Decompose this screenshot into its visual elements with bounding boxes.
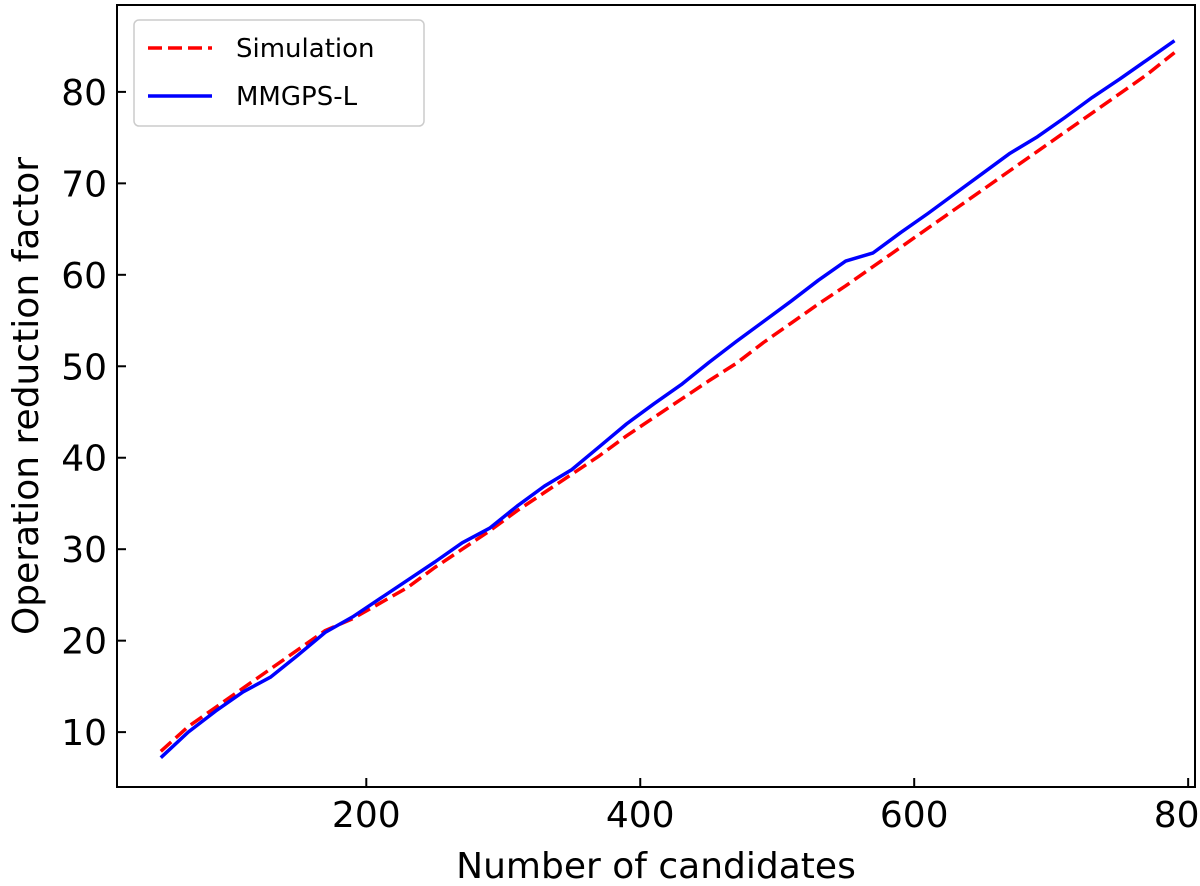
x-axis-title: Number of candidates (456, 846, 856, 886)
y-axis-ticks: 10 20 30 40 50 60 70 80 (61, 73, 126, 754)
plot-frame (116, 4, 1196, 788)
y-tick-label: 40 (61, 439, 107, 480)
legend: Simulation MMGPS-L (133, 19, 425, 127)
y-axis-title: Operation reduction factor (6, 157, 47, 635)
y-tick-label: 70 (61, 164, 107, 205)
x-axis-ticks: 200 400 600 800 (332, 778, 1200, 836)
x-tick-label: 600 (880, 795, 949, 836)
x-tick-label: 200 (332, 795, 401, 836)
x-tick-label: 800 (1154, 795, 1200, 836)
x-tick-label: 400 (606, 795, 675, 836)
legend-box (133, 19, 425, 127)
legend-label-simulation: Simulation (236, 34, 375, 64)
y-tick-label: 10 (61, 713, 107, 754)
y-tick-label: 50 (61, 347, 107, 388)
legend-label-mmgps-l: MMGPS-L (236, 82, 358, 112)
series-line-mmgps-l (159, 39, 1176, 759)
y-tick-label: 60 (61, 256, 107, 297)
series-line-simulation (159, 51, 1176, 753)
y-tick-label: 20 (61, 622, 107, 663)
y-tick-label: 80 (61, 73, 107, 114)
y-tick-label: 30 (61, 530, 107, 571)
plot-lines (159, 39, 1176, 759)
